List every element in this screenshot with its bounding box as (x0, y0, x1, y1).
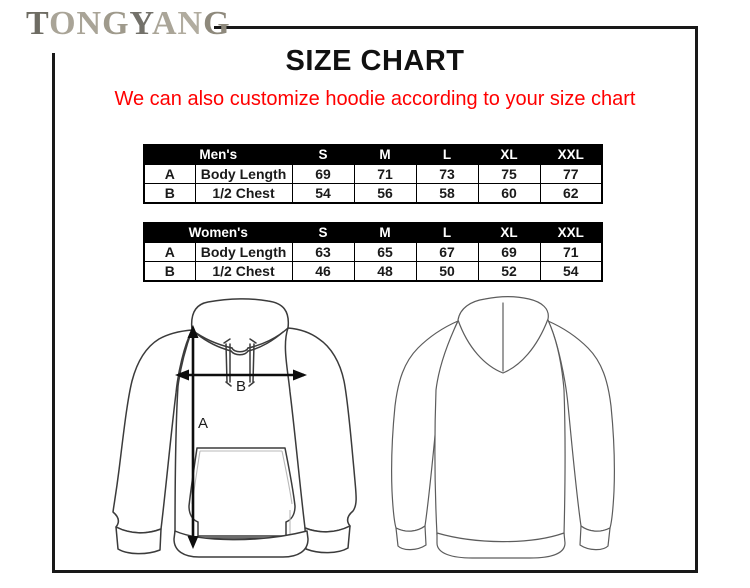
chest-arrow-b: B (175, 369, 307, 395)
size-value-cell: 67 (415, 242, 479, 262)
size-header-xl: XL (477, 222, 541, 243)
size-header-l: L (415, 222, 479, 243)
hoodie-back-right-sleeve (547, 320, 615, 551)
size-header-l: L (415, 144, 479, 165)
logo-letter: N (76, 5, 103, 42)
dimension-label-a: A (198, 415, 208, 432)
table-header-row: Men's S M L XL XXL (143, 144, 603, 165)
womens-size-table: Women's S M L XL XXL A Body Length 63 65… (143, 222, 604, 282)
table-title-cell: Women's (143, 222, 293, 243)
table-row-body-length: A Body Length 69 71 73 75 77 (143, 164, 603, 184)
hem-band (436, 532, 566, 559)
frame-mask-top (48, 21, 214, 33)
hood-back (457, 296, 549, 374)
logo-letter: G (102, 5, 130, 42)
dimension-label-b: B (236, 378, 246, 395)
size-value-cell: 73 (415, 164, 479, 184)
row-key-cell: A (143, 164, 196, 184)
size-header-s: S (291, 144, 355, 165)
size-value-cell: 77 (539, 164, 603, 184)
size-header-m: M (353, 222, 417, 243)
mens-size-table: Men's S M L XL XXL A Body Length 69 71 7… (143, 144, 603, 204)
content-frame-border (52, 26, 698, 573)
size-value-cell: 71 (539, 242, 603, 262)
hoodie-back-diagram (391, 296, 615, 559)
row-label-cell: 1/2 Chest (194, 261, 293, 282)
left-cuff (395, 525, 427, 551)
size-value-cell: 69 (477, 242, 541, 262)
logo-letter: G (203, 5, 231, 42)
brand-logo: TONGYANG (26, 4, 231, 44)
right-cuff (304, 525, 351, 554)
page-title: SIZE CHART (285, 45, 465, 77)
size-header-m: M (353, 144, 417, 165)
kangaroo-pocket (188, 447, 296, 537)
logo-letter: T (26, 5, 50, 42)
size-value-cell: 69 (291, 164, 355, 184)
size-value-cell: 48 (353, 261, 417, 282)
size-value-cell: 65 (353, 242, 417, 262)
size-value-cell: 50 (415, 261, 479, 282)
row-key-cell: B (143, 183, 196, 204)
hoodie-front-right-sleeve (284, 327, 357, 554)
size-value-cell: 46 (291, 261, 355, 282)
size-header-s: S (291, 222, 355, 243)
customize-note: We can also customize hoodie according t… (114, 88, 636, 110)
frame-mask-left (47, 21, 58, 53)
size-header-xl: XL (477, 144, 541, 165)
size-value-cell: 52 (477, 261, 541, 282)
size-value-cell: 62 (539, 183, 603, 204)
hem-band (173, 530, 309, 558)
row-label-cell: 1/2 Chest (194, 183, 293, 204)
row-key-cell: A (143, 242, 196, 262)
length-arrow-a: A (187, 325, 208, 549)
row-label-cell: Body Length (194, 242, 293, 262)
logo-letter: Y (129, 5, 152, 42)
left-cuff (115, 526, 162, 555)
size-value-cell: 63 (291, 242, 355, 262)
logo-letter: A (151, 5, 178, 42)
row-key-cell: B (143, 261, 196, 282)
table-row-body-length: A Body Length 63 65 67 69 71 (143, 242, 603, 262)
size-value-cell: 58 (415, 183, 479, 204)
hoodie-front-left-sleeve (112, 329, 193, 555)
size-header-xxl: XXL (539, 222, 603, 243)
table-title-cell: Men's (143, 144, 293, 165)
size-value-cell: 54 (291, 183, 355, 204)
table-row-half-chest: B 1/2 Chest 54 56 58 60 62 (143, 183, 603, 204)
size-header-xxl: XXL (539, 144, 603, 165)
logo-letter: O (49, 5, 77, 42)
size-value-cell: 60 (477, 183, 541, 204)
row-label-cell: Body Length (194, 164, 293, 184)
size-value-cell: 71 (353, 164, 417, 184)
size-value-cell: 54 (539, 261, 603, 282)
logo-letter: N (177, 5, 204, 42)
right-cuff (579, 525, 611, 551)
table-header-row: Women's S M L XL XXL (143, 222, 603, 243)
table-row-half-chest: B 1/2 Chest 46 48 50 52 54 (143, 261, 603, 282)
size-value-cell: 56 (353, 183, 417, 204)
size-value-cell: 75 (477, 164, 541, 184)
hoodie-front-diagram: A B (112, 298, 357, 558)
